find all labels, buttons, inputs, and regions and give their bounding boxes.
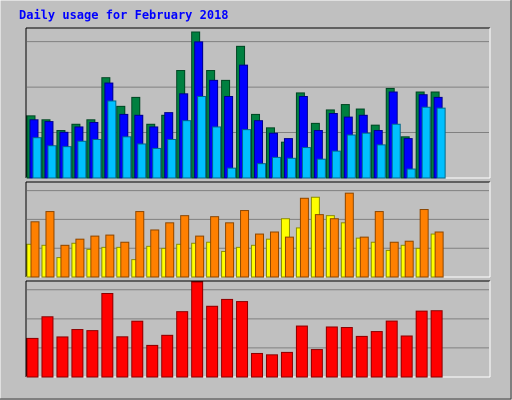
bar-pages-day-24 (376, 144, 386, 179)
bar-kbytes-day-16 (251, 352, 264, 378)
bar-visits-day-18 (284, 236, 294, 278)
bar-pages-day-26 (406, 168, 416, 179)
bar-pages-day-25 (391, 123, 401, 179)
bar-pages-day-14 (227, 167, 237, 179)
plots (25, 27, 491, 378)
bar-pages-day-28 (436, 107, 446, 179)
bar-visits-day-26 (404, 240, 414, 278)
bar-kbytes-day-4 (71, 329, 84, 378)
bar-visits-day-3 (60, 244, 70, 278)
bar-visits-day-19 (299, 197, 309, 278)
bar-kbytes-day-2 (41, 316, 54, 378)
bar-visits-day-4 (75, 238, 85, 278)
bar-kbytes-day-23 (355, 335, 368, 378)
bar-kbytes-day-12 (191, 281, 204, 378)
bar-pages-day-11 (182, 120, 192, 179)
bar-kbytes-day-5 (86, 330, 99, 378)
bar-visits-day-25 (389, 241, 399, 278)
chart-title: Daily usage for February 2018 (19, 8, 229, 22)
bar-visits-day-22 (344, 192, 354, 278)
bar-pages-day-21 (331, 150, 341, 179)
bar-pages-day-10 (167, 138, 177, 179)
bar-visits-day-12 (195, 235, 205, 278)
bar-pages-day-7 (122, 136, 132, 179)
bar-pages-day-18 (286, 157, 296, 179)
bar-visits-day-6 (105, 234, 115, 278)
bar-visits-day-5 (90, 235, 100, 278)
bar-visits-day-24 (374, 211, 384, 278)
bar-kbytes-day-1 (26, 337, 39, 378)
bar-visits-day-11 (180, 215, 190, 278)
bar-pages-day-5 (92, 138, 102, 179)
bar-pages-day-8 (137, 143, 147, 179)
bar-kbytes-day-8 (131, 320, 144, 378)
bar-kbytes-day-10 (161, 334, 174, 378)
bar-pages-day-4 (77, 140, 87, 179)
bar-visits-day-1 (30, 221, 40, 278)
bar-kbytes-day-14 (221, 298, 234, 378)
bar-visits-day-16 (255, 233, 265, 278)
bar-kbytes-day-25 (385, 320, 398, 378)
bar-pages-day-13 (212, 126, 222, 179)
bar-visits-day-17 (269, 231, 279, 278)
bar-visits-day-14 (225, 222, 235, 278)
bar-kbytes-day-27 (415, 310, 428, 378)
bar-pages-day-2 (47, 145, 57, 179)
bar-pages-day-20 (316, 158, 326, 179)
bar-pages-day-9 (152, 147, 162, 179)
bar-visits-day-10 (165, 222, 175, 278)
bar-kbytes-day-11 (176, 311, 189, 378)
bar-visits-day-15 (240, 210, 250, 278)
bar-visits-day-20 (314, 214, 324, 278)
bar-kbytes-day-17 (265, 354, 278, 378)
bar-kbytes-day-3 (56, 336, 69, 378)
bar-kbytes-day-13 (206, 305, 219, 378)
bar-files-day-14 (224, 95, 234, 179)
bar-visits-day-27 (419, 209, 429, 278)
bar-pages-day-19 (301, 147, 311, 179)
bar-kbytes-day-9 (146, 344, 159, 378)
bar-kbytes-day-26 (400, 335, 413, 378)
bar-pages-day-16 (257, 163, 267, 179)
bar-visits-day-8 (135, 211, 145, 278)
bar-kbytes-day-15 (236, 301, 249, 378)
bar-kbytes-day-21 (325, 326, 338, 378)
bar-pages-day-1 (32, 137, 42, 179)
bar-pages-day-6 (107, 100, 117, 179)
bar-kbytes-day-22 (340, 327, 353, 378)
bar-kbytes-day-7 (116, 336, 129, 378)
bar-visits-day-2 (45, 211, 55, 278)
bar-kbytes-day-24 (370, 331, 383, 378)
bar-pages-day-27 (421, 106, 431, 179)
bar-pages-day-3 (62, 146, 72, 179)
bar-visits-day-7 (120, 241, 130, 278)
bar-kbytes-day-18 (280, 351, 293, 378)
bar-visits-day-13 (210, 216, 220, 278)
bar-pages-day-12 (197, 95, 207, 179)
bar-pages-day-23 (361, 132, 371, 179)
bar-pages-day-22 (346, 134, 356, 179)
bar-visits-day-9 (150, 229, 160, 278)
bar-pages-day-17 (271, 156, 281, 179)
bar-visits-day-23 (359, 236, 369, 278)
bar-visits-day-21 (329, 218, 339, 278)
bar-kbytes-day-19 (295, 325, 308, 378)
bar-kbytes-day-28 (430, 310, 443, 378)
bar-kbytes-day-20 (310, 349, 323, 378)
bar-visits-day-28 (434, 231, 444, 278)
bar-pages-day-15 (242, 129, 252, 179)
bar-kbytes-day-6 (101, 292, 114, 378)
